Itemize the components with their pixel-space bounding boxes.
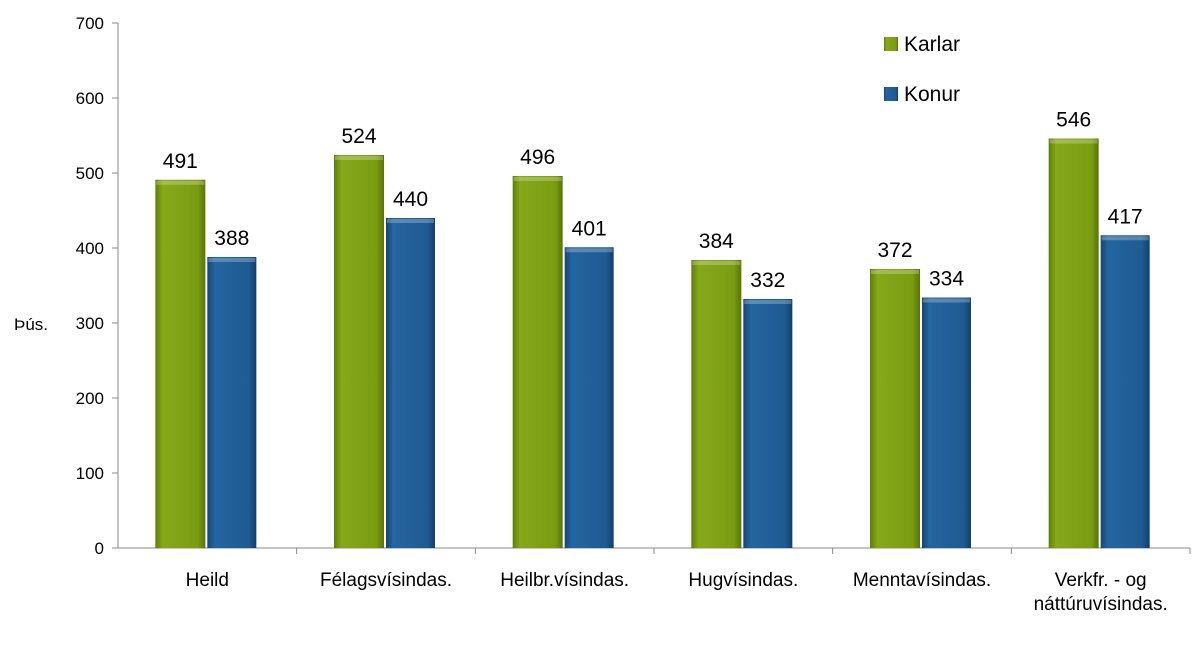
- x-tick-label: Hugvísindas.: [688, 570, 798, 591]
- bar-bevel: [565, 248, 613, 253]
- data-label: 440: [393, 188, 428, 211]
- y-tick-label: 300: [76, 314, 104, 333]
- bar-karlar: [512, 176, 563, 548]
- bar-karlar: [1048, 138, 1099, 548]
- data-label: 388: [214, 227, 249, 250]
- x-tick-label: Félagsvísindas.: [320, 570, 452, 591]
- bar-bevel: [923, 298, 970, 303]
- bar-karlar: [155, 179, 206, 548]
- data-label: 524: [341, 125, 376, 148]
- bar-konur: [207, 257, 257, 548]
- bar-bevel: [692, 261, 741, 265]
- bar-konur: [386, 218, 435, 548]
- y-tick-label: 500: [76, 164, 104, 183]
- y-tick-label: 600: [76, 89, 104, 108]
- bar-bevel: [1101, 236, 1149, 241]
- bar-bevel: [387, 219, 434, 223]
- data-label: 546: [1056, 109, 1091, 132]
- bar-karlar: [334, 155, 384, 548]
- bar-konur: [922, 297, 971, 548]
- y-tick-label: 200: [76, 389, 104, 408]
- bar-bevel: [513, 177, 562, 181]
- y-tick-label: 700: [76, 14, 104, 33]
- bar-konur: [564, 247, 614, 548]
- x-tick-label: Menntavísindas.: [853, 570, 991, 591]
- bar-konur: [743, 299, 793, 548]
- data-label: 401: [572, 217, 607, 240]
- bar-karlar: [870, 269, 920, 548]
- y-tick-label: 0: [95, 539, 104, 558]
- legend-swatch-konur: [884, 87, 898, 101]
- data-label: 372: [877, 239, 912, 262]
- bar-bevel: [871, 270, 919, 274]
- bar-bevel: [744, 300, 792, 304]
- x-tick-label: Heilbr.vísindas.: [500, 570, 629, 591]
- legend-label: Karlar: [904, 33, 960, 56]
- y-axis-label: Þús.: [14, 315, 48, 334]
- bar-konur: [1100, 235, 1150, 548]
- data-label: 384: [699, 230, 734, 253]
- data-label: 332: [750, 269, 785, 292]
- bar-bevel: [156, 180, 205, 185]
- x-tick-label: náttúruvísindas.: [1034, 594, 1168, 615]
- x-tick-label: Verkfr. - og: [1055, 570, 1147, 591]
- legend-label: Konur: [904, 83, 960, 106]
- bar-bevel: [335, 156, 383, 160]
- x-tick-label: Heild: [186, 570, 229, 591]
- bar-karlar: [691, 260, 742, 548]
- legend-swatch-karlar: [884, 37, 898, 51]
- bar-bevel: [1049, 139, 1098, 144]
- data-label: 334: [929, 268, 964, 291]
- y-tick-label: 400: [76, 239, 104, 258]
- data-label: 491: [163, 150, 198, 173]
- bar-bevel: [208, 258, 256, 262]
- y-tick-label: 100: [76, 464, 104, 483]
- data-label: 417: [1108, 205, 1143, 228]
- data-label: 496: [520, 146, 555, 169]
